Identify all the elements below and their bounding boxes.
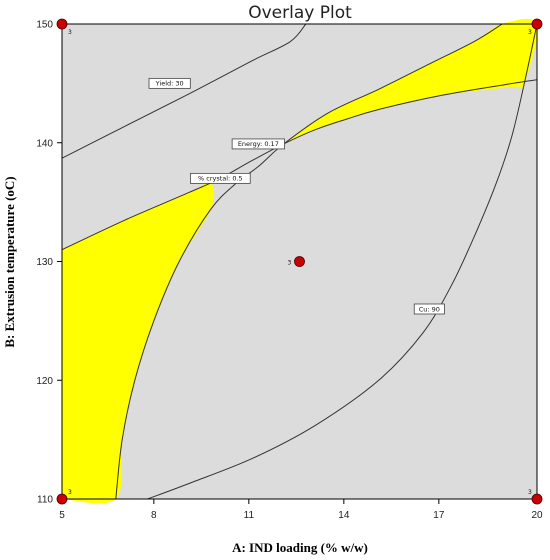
- x-tick-label: 20: [531, 510, 543, 521]
- y-axis-ticks: 110 120 130 140 150: [36, 20, 62, 506]
- contour-line-energy: [61, 79, 538, 251]
- contour-label-text: Cu: 90: [419, 305, 440, 313]
- contour-label-box: [231, 138, 285, 150]
- x-tick-label: 11: [244, 510, 255, 521]
- x-tick-label: 8: [151, 510, 157, 521]
- contour-label-yield: Yield: 30: [148, 77, 191, 89]
- y-tick-label: 120: [36, 376, 53, 387]
- contour-lines: [61, 23, 538, 500]
- x-axis-label: A: IND loading (% w/w): [232, 540, 368, 555]
- design-point: [531, 493, 543, 505]
- y-tick-label: 150: [36, 20, 53, 31]
- contour-line-cu: [147, 23, 538, 500]
- design-point-replicate-label: 3: [68, 489, 72, 496]
- chart-title: Overlay Plot: [248, 3, 352, 23]
- contour-label-text: Yield: 30: [155, 80, 184, 88]
- y-axis-label: B: Extrusion temperature (oC): [2, 176, 17, 347]
- feasible-region-upper-right: [258, 18, 538, 167]
- y-tick-label: 110: [37, 495, 53, 506]
- contour-label-box: [148, 77, 191, 89]
- contour-label-text: % crystal: 0.5: [198, 175, 243, 183]
- design-point-replicate-label: 3: [528, 29, 532, 36]
- contour-label-box: [190, 172, 251, 184]
- contour-label-box: [413, 303, 445, 315]
- y-tick-label: 130: [36, 257, 53, 268]
- design-point-replicate-label: 3: [68, 29, 72, 36]
- design-point: [531, 18, 543, 30]
- contour-line-yield: [61, 23, 307, 159]
- feasible-regions: [62, 18, 538, 504]
- contour-label-crystal: % crystal: 0.5: [190, 172, 251, 184]
- contour-label-cu: Cu: 90: [413, 303, 445, 315]
- design-point: [56, 493, 68, 505]
- contour-label-energy: Energy: 0.17: [231, 138, 285, 150]
- y-tick-label: 140: [36, 138, 53, 149]
- feasible-region-lower-left: [62, 182, 215, 504]
- contour-labels: Yield: 30 Energy: 0.17 % crystal: 0.5 Cu: 9…: [148, 77, 445, 315]
- contour-label-text: Energy: 0.17: [238, 140, 279, 148]
- x-tick-label: 14: [338, 510, 350, 521]
- x-tick-label: 5: [59, 510, 65, 521]
- design-point: [56, 18, 68, 30]
- design-point: [294, 256, 305, 267]
- x-tick-label: 17: [433, 510, 445, 521]
- design-points: 3 3 3 3 3: [56, 18, 543, 505]
- design-point-replicate-label: 3: [528, 489, 532, 496]
- design-point-replicate-label: 3: [288, 260, 292, 267]
- x-axis-ticks: 5 8 11 14 17 20: [59, 499, 543, 521]
